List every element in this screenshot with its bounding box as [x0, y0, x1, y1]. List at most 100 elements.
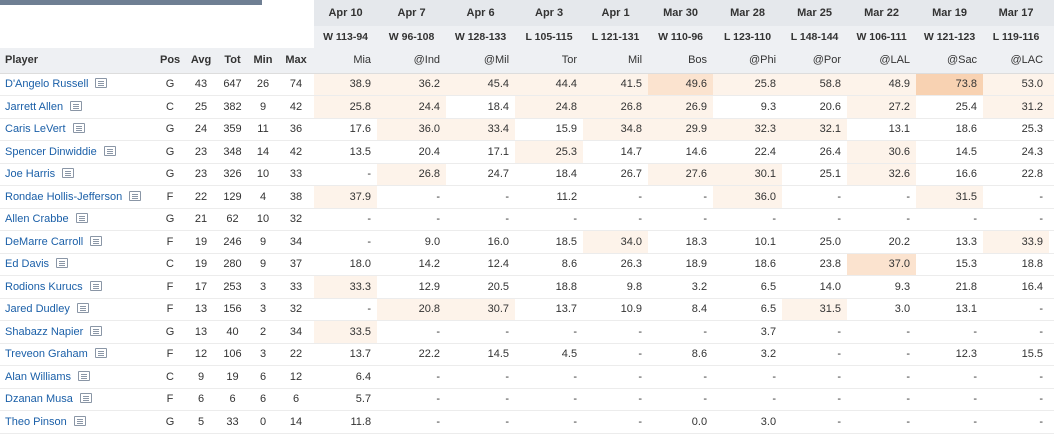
player-tot: 326 [217, 163, 248, 186]
game-score-cell: - [847, 410, 917, 434]
player-pos: G [155, 118, 185, 141]
game-result-header: W 128-133 [446, 26, 516, 48]
column-header-pos[interactable]: Pos [155, 48, 185, 74]
column-header-opponent[interactable]: @Por [782, 48, 848, 74]
column-header-tot[interactable]: Tot [217, 48, 248, 74]
player-min: 3 [248, 343, 278, 366]
game-score-cell: 18.4 [515, 163, 584, 186]
column-header-opponent[interactable]: Tor [515, 48, 584, 74]
column-header-min[interactable]: Min [248, 48, 278, 74]
column-header-opponent[interactable]: Mil [583, 48, 649, 74]
player-avg: 23 [185, 163, 217, 186]
column-header-opponent[interactable]: @Ind [377, 48, 447, 74]
game-score-cell: 2 [1049, 95, 1054, 119]
game-score-cell: - [983, 410, 1050, 434]
game-score-cell: - [782, 185, 848, 209]
game-score-cell: 20.2 [847, 230, 917, 254]
player-tot: 156 [217, 298, 248, 321]
column-header-opponent[interactable]: @LAL [847, 48, 917, 74]
player-avg: 19 [185, 253, 217, 276]
game-score-cell: 15.5 [983, 343, 1050, 366]
column-header-player[interactable]: Player [0, 48, 155, 74]
game-score-cell: 21.8 [916, 275, 984, 299]
player-card-icon[interactable] [73, 415, 86, 426]
player-max: 32 [278, 298, 315, 321]
column-header-max[interactable]: Max [278, 48, 315, 74]
column-header-opponent[interactable] [1049, 48, 1054, 74]
game-date-header: Apr [1049, 0, 1054, 26]
player-name-link[interactable]: Caris LeVert [5, 123, 66, 136]
game-score-cell: 6.5 [713, 298, 783, 321]
game-score-cell: 15.3 [916, 253, 984, 276]
player-min: 2 [248, 320, 278, 344]
player-name-link[interactable]: Ed Davis [5, 258, 50, 271]
player-card-icon[interactable] [94, 348, 107, 359]
player-name-link[interactable]: Theo Pinson [5, 415, 67, 428]
player-card-icon[interactable] [103, 145, 116, 156]
player-row: Alan Williams C 9 19 6 12 6.4- - - - - - - - - - [0, 365, 1054, 389]
player-tot: 19 [217, 365, 248, 389]
player-min: 9 [248, 95, 278, 119]
game-score-cell: 18.5 [515, 230, 584, 254]
game-score-cell: - [377, 185, 447, 209]
player-name-link[interactable]: Shabazz Napier [5, 325, 84, 338]
player-name-link[interactable]: Joe Harris [5, 168, 56, 181]
game-score-cell: 2 [1049, 73, 1054, 96]
player-avg: 6 [185, 388, 217, 411]
player-name-link[interactable]: Allen Crabbe [5, 213, 69, 226]
player-name-link[interactable]: Jarrett Allen [5, 100, 64, 113]
game-score-cell: 27.6 [648, 163, 714, 186]
game-score-cell: 12.9 [377, 275, 447, 299]
game-score-cell: - [983, 388, 1050, 411]
column-header-opponent[interactable]: @Sac [916, 48, 984, 74]
player-card-icon[interactable] [79, 393, 92, 404]
player-pos: G [155, 163, 185, 186]
column-header-opponent[interactable]: @LAC [983, 48, 1050, 74]
player-card-icon[interactable] [78, 370, 91, 381]
player-name-link[interactable]: Jared Dudley [5, 303, 70, 316]
player-card-icon[interactable] [70, 100, 83, 111]
player-cell: Jared Dudley [0, 298, 155, 321]
player-name-link[interactable]: DeMarre Carroll [5, 235, 84, 248]
player-name-link[interactable]: Spencer Dinwiddie [5, 145, 97, 158]
player-card-icon[interactable] [90, 325, 103, 336]
player-name-link[interactable]: Treveon Graham [5, 348, 88, 361]
game-score-cell: 25.8 [314, 95, 378, 119]
player-card-icon[interactable] [72, 123, 85, 134]
player-card-icon[interactable] [76, 303, 89, 314]
game-score-cell: - [377, 410, 447, 434]
game-score-cell: - [713, 208, 783, 231]
column-header-opponent[interactable]: Mia [314, 48, 378, 74]
game-score-cell: 11.8 [314, 410, 378, 434]
column-header-opponent[interactable]: Bos [648, 48, 714, 74]
player-card-icon[interactable] [95, 78, 108, 89]
game-score-cell: 14.6 [648, 140, 714, 164]
player-name-link[interactable]: Dzanan Musa [5, 393, 73, 406]
player-card-icon[interactable] [129, 190, 142, 201]
player-max: 32 [278, 208, 315, 231]
player-tot: 280 [217, 253, 248, 276]
player-min: 10 [248, 208, 278, 231]
column-header-opponent[interactable]: @Mil [446, 48, 516, 74]
player-name-link[interactable]: D'Angelo Russell [5, 78, 89, 91]
game-score-cell: 16.0 [446, 230, 516, 254]
column-header-avg[interactable]: Avg [185, 48, 217, 74]
player-card-icon[interactable] [75, 213, 88, 224]
game-score-cell: 18.8 [515, 275, 584, 299]
game-date-header: Apr 3 [515, 0, 584, 26]
player-name-link[interactable]: Rodions Kurucs [5, 280, 83, 293]
player-card-icon[interactable] [89, 280, 102, 291]
player-card-icon[interactable] [62, 168, 75, 179]
game-score-cell [1049, 298, 1054, 321]
player-card-icon[interactable] [90, 235, 103, 246]
game-result-header: L 105-115 [515, 26, 584, 48]
column-header-opponent[interactable]: @Phi [713, 48, 783, 74]
player-name-link[interactable]: Rondae Hollis-Jefferson [5, 190, 123, 203]
player-card-icon[interactable] [56, 258, 69, 269]
game-score-cell: - [916, 410, 984, 434]
game-score-cell: - [648, 185, 714, 209]
game-score-cell: 45.4 [446, 73, 516, 96]
player-name-link[interactable]: Alan Williams [5, 370, 72, 383]
